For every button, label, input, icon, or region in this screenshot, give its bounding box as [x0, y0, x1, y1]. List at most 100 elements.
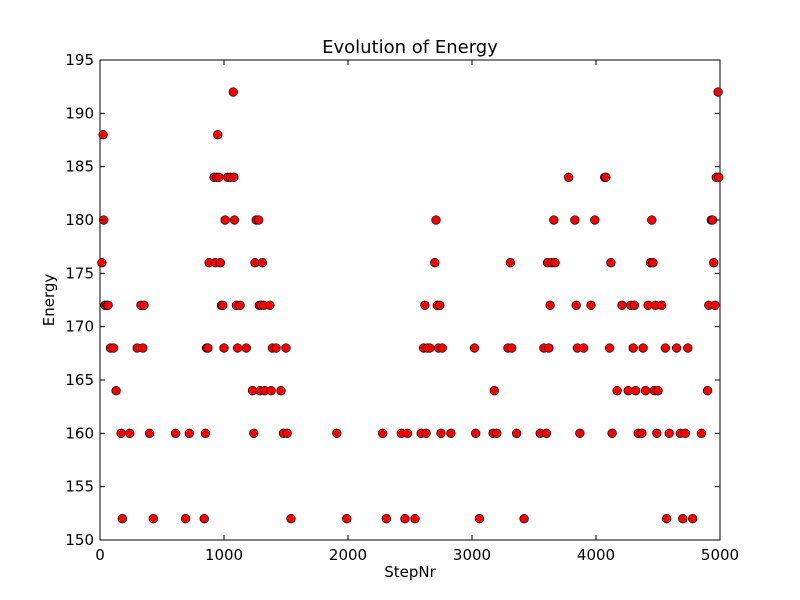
- scatter-point: [471, 428, 481, 438]
- scatter-point: [662, 514, 672, 524]
- scatter-point: [617, 300, 627, 310]
- y-tick-label: 165: [65, 371, 94, 389]
- scatter-point: [228, 87, 238, 97]
- scatter-point: [519, 514, 529, 524]
- scatter-point: [637, 428, 647, 438]
- scatter-point: [148, 514, 158, 524]
- scatter-point: [218, 300, 228, 310]
- scatter-point: [229, 172, 239, 182]
- scatter-point: [420, 300, 430, 310]
- scatter-point: [446, 428, 456, 438]
- scatter-point: [714, 172, 724, 182]
- scatter-point: [435, 300, 445, 310]
- scatter-point: [381, 514, 392, 524]
- scatter-point: [342, 514, 352, 524]
- scatter-point: [271, 343, 281, 353]
- scatter-point: [214, 172, 224, 182]
- scatter-point: [628, 343, 638, 353]
- scatter-point: [400, 514, 410, 524]
- scatter-point: [111, 386, 121, 396]
- scatter-point: [571, 300, 581, 310]
- scatter-point: [575, 428, 585, 438]
- scatter-point: [710, 300, 720, 310]
- scatter-point: [601, 172, 611, 182]
- y-tick-label: 195: [65, 51, 94, 69]
- plot-area-frame: [99, 59, 721, 541]
- scatter-point: [489, 386, 499, 396]
- scatter-point: [586, 300, 596, 310]
- scatter-point: [507, 343, 517, 353]
- scatter-point: [606, 258, 616, 268]
- scatter-point: [436, 428, 446, 438]
- scatter-point: [235, 300, 245, 310]
- scatter-point: [590, 215, 600, 225]
- scatter-point: [276, 386, 286, 396]
- x-tick-label: 2000: [329, 546, 367, 564]
- scatter-point: [219, 343, 229, 353]
- scatter-point: [631, 386, 641, 396]
- scatter-point: [430, 258, 440, 268]
- scatter-point: [657, 300, 667, 310]
- scatter-point: [431, 215, 441, 225]
- scatter-point: [696, 428, 707, 438]
- x-tick-label: 5000: [701, 546, 739, 564]
- scatter-point: [640, 386, 651, 396]
- scatter-point: [138, 343, 148, 353]
- scatter-point: [545, 300, 555, 310]
- scatter-point: [648, 258, 658, 268]
- scatter-point: [98, 130, 108, 140]
- x-tick-label: 1000: [205, 546, 243, 564]
- scatter-point: [241, 343, 251, 353]
- scatter-point: [492, 428, 502, 438]
- scatter-point: [437, 343, 447, 353]
- y-tick-label: 175: [65, 264, 94, 282]
- scatter-point: [282, 428, 292, 438]
- scatter-point: [203, 343, 213, 353]
- scatter-point: [421, 428, 431, 438]
- scatter-point: [232, 343, 243, 353]
- scatter-point: [254, 215, 264, 225]
- scatter-point: [653, 386, 663, 396]
- scatter-point: [469, 343, 480, 353]
- scatter-point: [108, 343, 119, 353]
- y-tick-label: 155: [65, 478, 94, 496]
- x-tick-label: 0: [95, 546, 105, 564]
- y-tick-label: 160: [65, 424, 94, 442]
- scatter-point: [578, 343, 589, 353]
- scatter-point: [103, 300, 113, 310]
- scatter-point: [97, 258, 107, 268]
- scatter-point: [200, 428, 211, 438]
- data-points: [97, 87, 724, 524]
- scatter-point: [680, 428, 690, 438]
- scatter-point: [647, 215, 657, 225]
- y-tick-label: 150: [65, 531, 94, 549]
- scatter-point: [249, 428, 259, 438]
- scatter-point: [117, 514, 127, 524]
- scatter-point: [541, 428, 552, 438]
- scatter-point: [378, 428, 388, 438]
- scatter-point: [144, 428, 155, 438]
- scatter-point: [266, 386, 276, 396]
- y-tick-label: 170: [65, 318, 94, 336]
- scatter-point: [688, 514, 698, 524]
- scatter-point: [671, 343, 682, 353]
- scatter-point: [638, 343, 648, 353]
- scatter-point: [213, 130, 223, 140]
- scatter-point: [607, 428, 617, 438]
- scatter-point: [564, 172, 574, 182]
- scatter-point: [709, 258, 719, 268]
- scatter-point: [257, 258, 268, 268]
- scatter-point: [281, 343, 291, 353]
- scatter-point: [139, 300, 149, 310]
- scatter-point: [660, 343, 671, 353]
- x-tick-label: 3000: [453, 546, 491, 564]
- scatter-point: [184, 428, 194, 438]
- scatter-point: [180, 514, 191, 524]
- scatter-point: [570, 215, 580, 225]
- scatter-point: [702, 386, 713, 396]
- scatter-point: [332, 428, 342, 438]
- scatter-point: [410, 514, 420, 524]
- scatter-point: [549, 215, 559, 225]
- scatter-point: [652, 428, 662, 438]
